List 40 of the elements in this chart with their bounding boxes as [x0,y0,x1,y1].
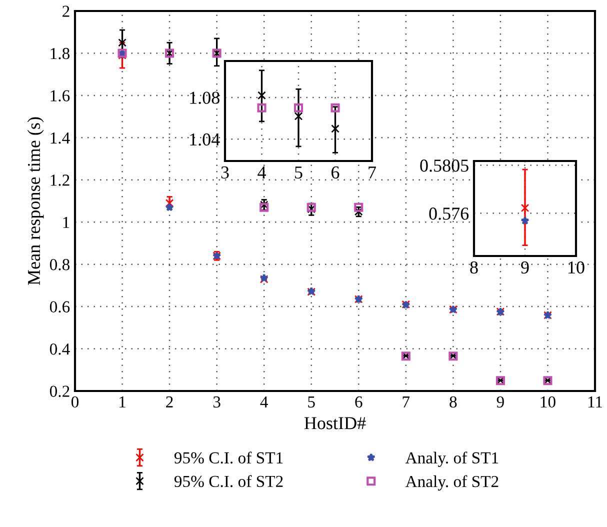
legend-label: Analy. of ST2 [405,475,498,491]
y-tick-label: 1.04 [190,133,220,146]
legend-label: 95% C.I. of ST1 [174,452,283,464]
x-tick-label: 1 [120,396,126,408]
y-tick-label: 2 [62,6,70,17]
x-tick-label: 4 [260,396,268,408]
legend-label: Analy. of ST1 [405,452,498,467]
y-tick-label: 0.5805 [420,160,468,172]
y-tick-label: 1.6 [50,90,70,102]
x-tick-label: 3 [221,166,229,179]
legend-label: 95% C.I. of ST2 [174,475,283,488]
x-tick-label: 11 [588,396,602,408]
x-tick-label: 6 [332,166,340,179]
y-tick-label: 0.8 [50,259,70,270]
x-tick-label: 7 [368,166,376,178]
x-tick-label: 4 [258,166,266,178]
y-tick-label: 0.4 [50,343,70,355]
y-tick-label: 1.4 [50,132,70,144]
y-tick-label: 0.2 [50,386,70,398]
x-tick-label: 5 [308,396,315,408]
x-tick-label: 10 [568,261,584,274]
y-tick-label: 1.08 [190,92,220,104]
x-tick-label: 9 [521,261,529,274]
x-tick-label: 7 [402,396,410,408]
x-tick-label: 5 [295,166,302,179]
x-tick-label: 3 [213,396,220,408]
x-axis-title: HostID# [304,417,366,430]
y-tick-label: 1 [63,216,70,228]
y-axis-title: Mean response time (s) [27,117,44,285]
x-tick-label: 0 [71,396,79,408]
x-tick-label: 8 [450,396,457,408]
x-tick-label: 8 [470,261,478,274]
x-tick-label: 6 [355,396,362,408]
y-tick-label: 1.8 [50,48,70,60]
x-tick-label: 2 [166,396,173,408]
x-tick-label: 10 [540,396,556,408]
y-tick-label: 0.576 [429,208,469,220]
x-tick-label: 9 [496,396,504,408]
y-tick-label: 1.2 [50,174,70,186]
y-tick-label: 0.6 [50,301,70,313]
